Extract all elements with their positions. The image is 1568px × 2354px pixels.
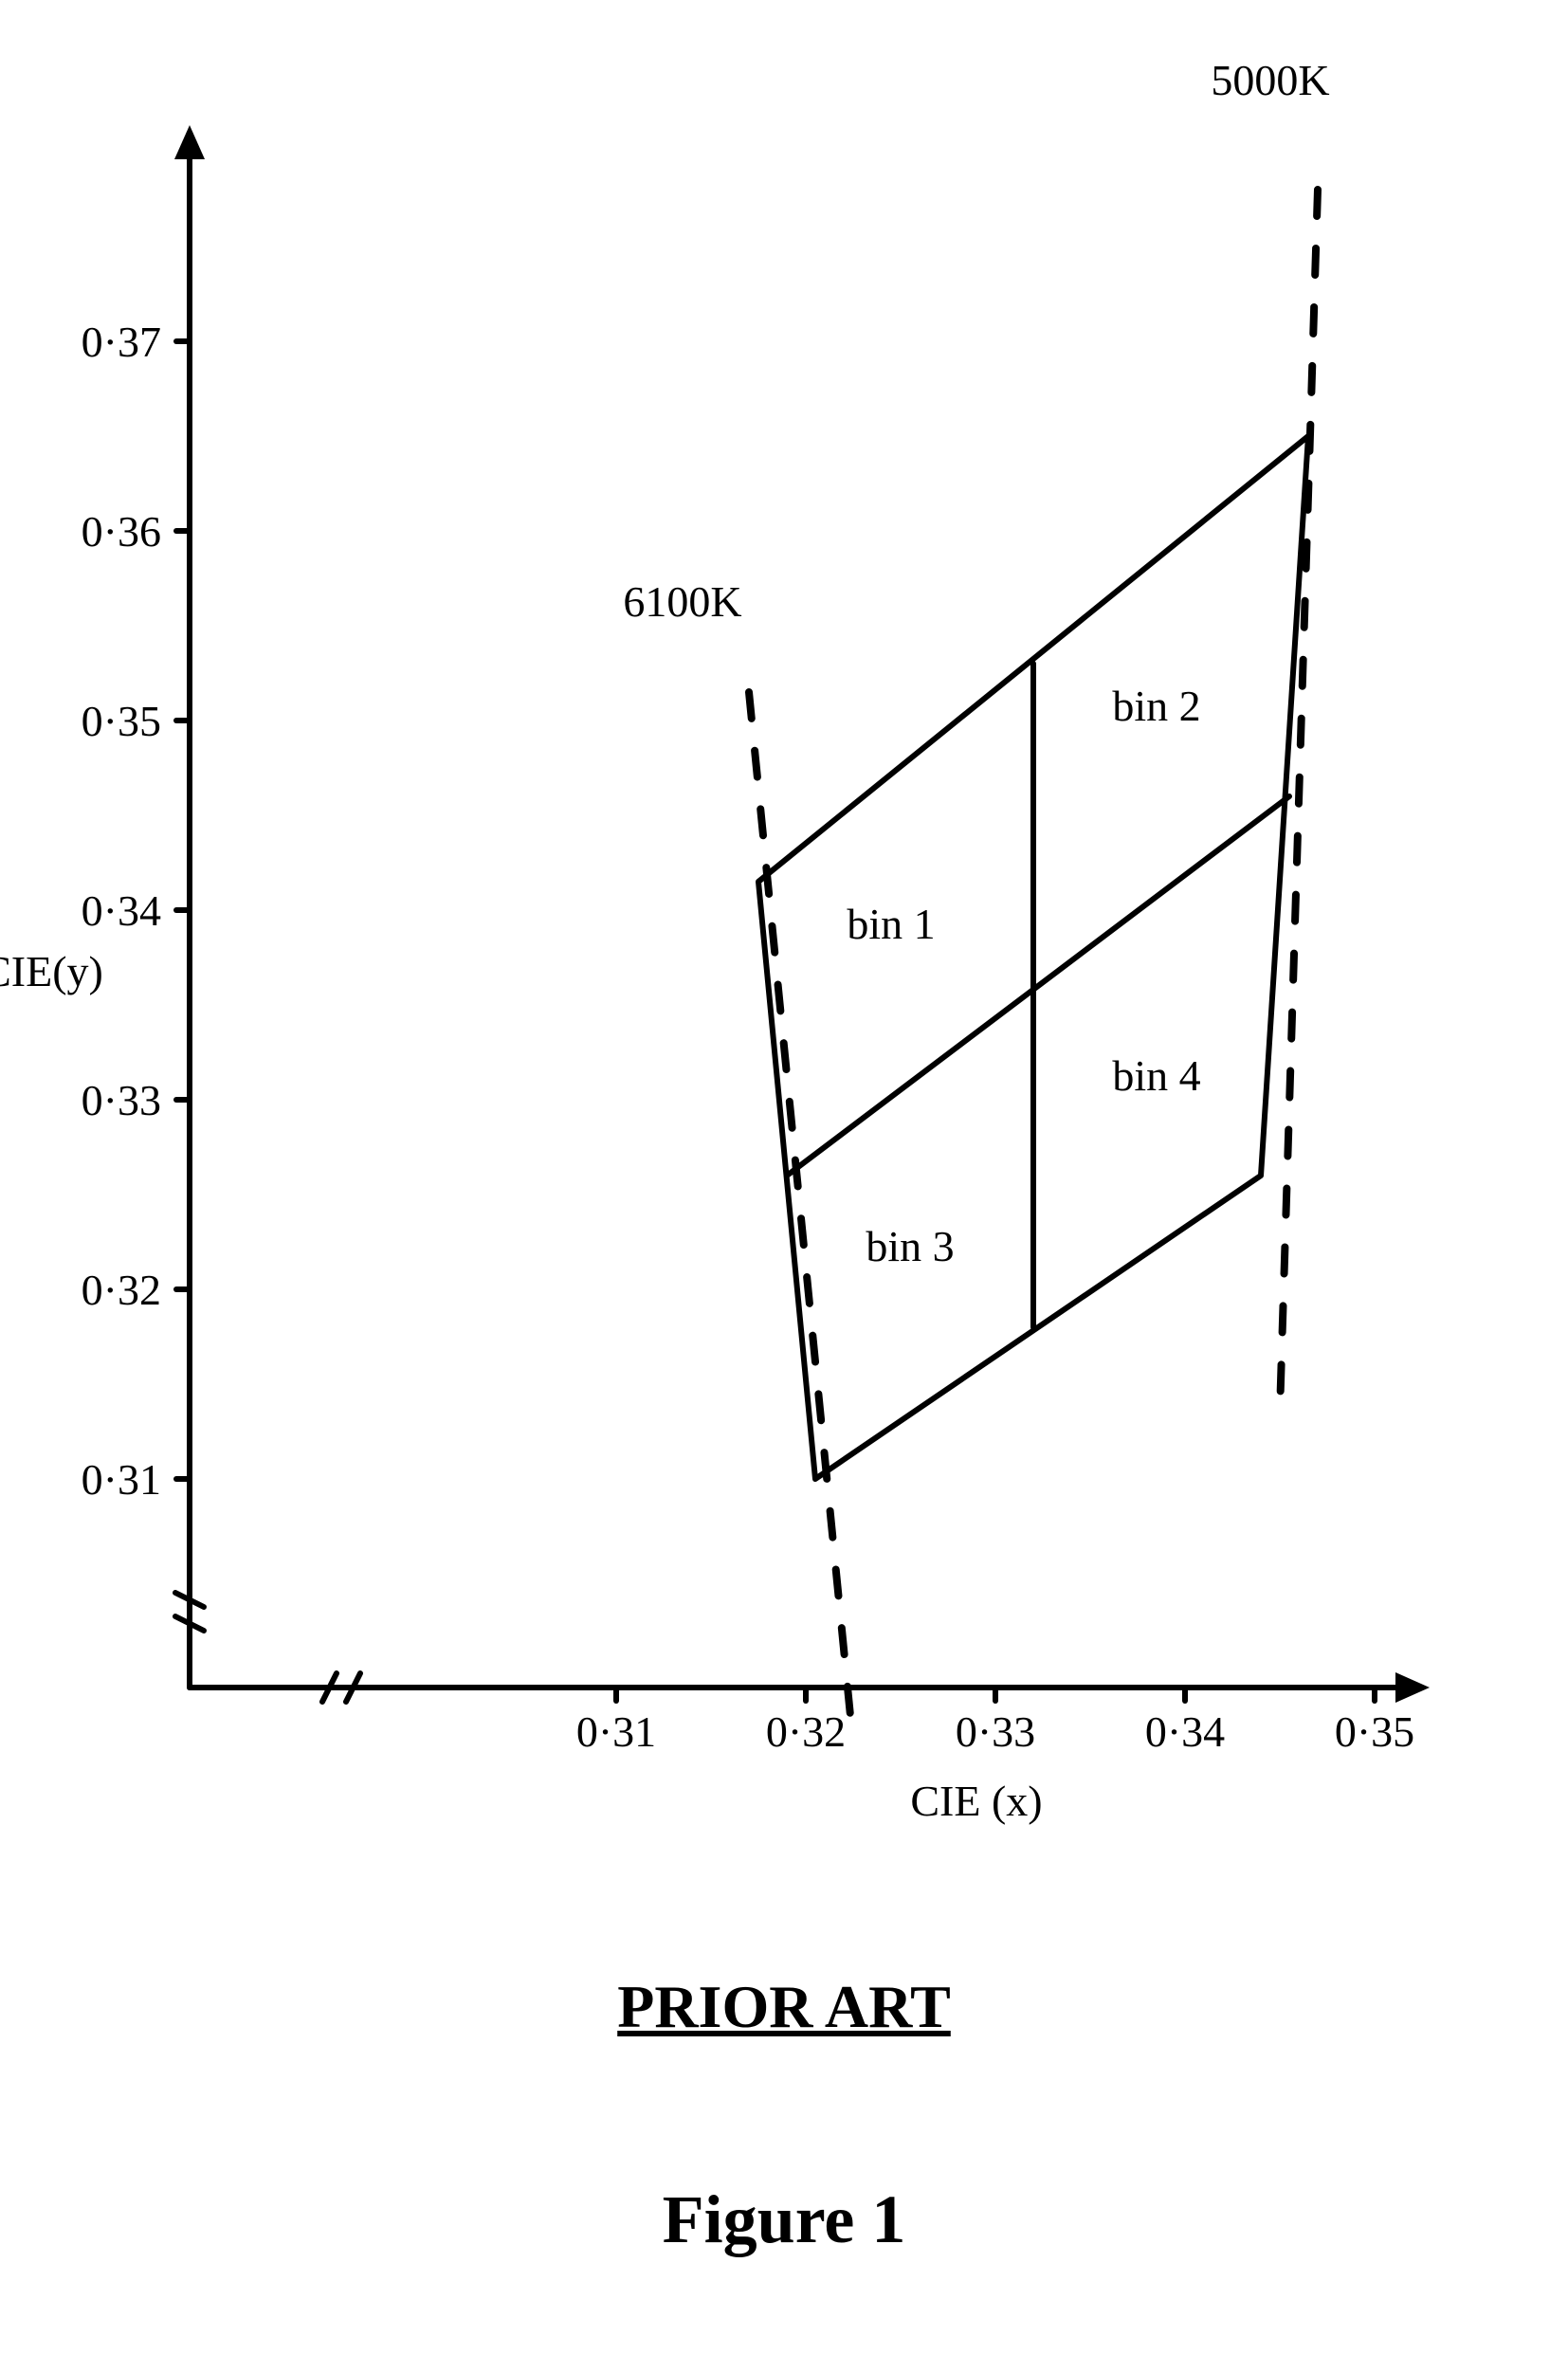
figure-caption: Figure 1	[0, 2181, 1568, 2259]
prior-art-caption: PRIOR ART	[0, 1972, 1568, 2042]
svg-text:bin 3: bin 3	[866, 1222, 954, 1270]
svg-text:0·34: 0·34	[82, 886, 161, 935]
svg-text:0·35: 0·35	[1335, 1707, 1414, 1756]
svg-text:0·34: 0·34	[1145, 1707, 1225, 1756]
svg-text:0·33: 0·33	[956, 1707, 1035, 1756]
svg-text:bin 1: bin 1	[847, 900, 935, 948]
svg-text:0·31: 0·31	[576, 1707, 656, 1756]
svg-text:0·35: 0·35	[82, 697, 161, 745]
svg-text:5000K: 5000K	[1211, 56, 1329, 104]
svg-text:bin 2: bin 2	[1112, 682, 1200, 730]
svg-text:0·32: 0·32	[766, 1707, 846, 1756]
figure-image: 0·31 0·32 0·33 0·34 0·35 0·36 0·37 CIE(y) 0·31 0·…	[0, 0, 1568, 2354]
svg-text:0·37: 0·37	[82, 318, 161, 366]
svg-text:0·31: 0·31	[82, 1455, 161, 1504]
svg-text:bin 4: bin 4	[1112, 1051, 1200, 1100]
svg-text:0·36: 0·36	[82, 507, 161, 556]
svg-text:0·32: 0·32	[82, 1266, 161, 1314]
svg-text:6100K: 6100K	[623, 577, 741, 626]
svg-text:CIE (x): CIE (x)	[910, 1777, 1042, 1825]
svg-text:CIE(y): CIE(y)	[0, 947, 103, 995]
svg-text:0·33: 0·33	[82, 1076, 161, 1124]
